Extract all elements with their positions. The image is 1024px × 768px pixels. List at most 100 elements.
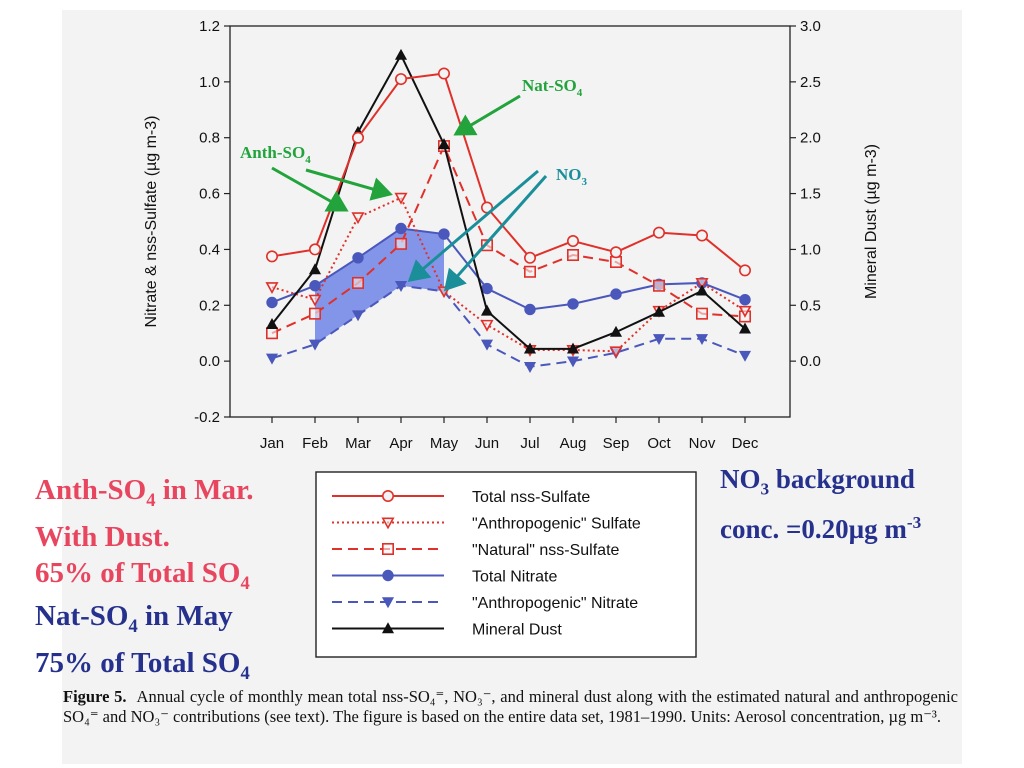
data-point	[523, 265, 536, 278]
data-point	[308, 263, 322, 275]
data-point	[695, 277, 709, 290]
data-point	[352, 252, 364, 264]
legend: Total nss-Sulfate "Anthropogenic" Sulfate…	[315, 471, 697, 658]
data-point	[308, 307, 321, 320]
legend-label: "Natural" nss-Sulfate	[472, 542, 620, 559]
data-point	[351, 131, 364, 144]
left-tick-label: 1.2	[199, 18, 220, 35]
note-anth-line2: With Dust.	[35, 520, 170, 553]
data-point	[609, 246, 622, 259]
x-tick-label: May	[430, 435, 459, 452]
chart: -0.2 0.0 0.2 0.4 0.6 0.8 1.0 1.2 0.0 0.5 1.0 1.5 2.0…	[143, 18, 880, 658]
arrow-anth-so4-1	[271, 166, 349, 212]
right-tick-label: 1.5	[800, 186, 821, 203]
label-nat-so4: Nat-SO4	[522, 76, 583, 99]
x-tick-label: Sep	[603, 435, 630, 452]
data-point	[265, 318, 279, 329]
data-point	[610, 288, 622, 300]
data-point	[265, 282, 279, 294]
series-line	[271, 72, 746, 272]
legend-label: Mineral Dust	[472, 622, 562, 639]
data-point	[308, 339, 322, 351]
data-point	[566, 235, 579, 248]
note-anth-so4-march: Anth-SO4 in Mar. With Dust. 65% of Total…	[35, 472, 254, 602]
data-point	[609, 255, 622, 268]
label-no3: NO3	[556, 165, 588, 188]
data-point	[695, 334, 709, 346]
data-point	[738, 264, 751, 277]
x-tick-label: Dec	[732, 435, 759, 452]
arrow-no3-1	[407, 169, 539, 282]
legend-label: "Anthropogenic" Sulfate	[472, 516, 641, 533]
legend-label: "Anthropogenic" Nitrate	[472, 595, 638, 612]
x-tick-label: Jan	[260, 435, 284, 452]
label-nat-so4-sub: 4	[577, 87, 583, 99]
arrow-nat-so4	[453, 94, 521, 136]
right-tick-label: 0.5	[800, 297, 821, 314]
label-anth-so4: Anth-SO4	[240, 143, 311, 166]
x-tick-label: Oct	[647, 435, 671, 452]
y-axis-label-right: Mineral Dust (µg m-3)	[863, 144, 880, 299]
left-tick-label: 0.2	[199, 297, 220, 314]
left-tick-label: -0.2	[194, 409, 220, 426]
data-point	[523, 362, 537, 373]
legend-box	[315, 471, 697, 658]
data-point	[566, 356, 580, 368]
data-point	[609, 346, 623, 359]
data-point	[438, 228, 450, 240]
series-group	[265, 48, 752, 373]
data-point	[351, 276, 364, 289]
data-point	[695, 307, 708, 320]
data-point	[524, 303, 536, 316]
data-point	[394, 48, 408, 60]
x-tick-label: Nov	[689, 435, 716, 452]
left-tick-label: 0.6	[199, 186, 220, 203]
note-no3-background: NO3 background conc. =0.20µg m-3	[720, 462, 921, 546]
legend-item: Total Nitrate	[332, 569, 557, 586]
data-point	[308, 294, 322, 307]
series-line	[271, 196, 746, 353]
data-point	[523, 342, 537, 354]
note-anth-line1: Anth-SO4 in Mar.	[35, 474, 254, 511]
data-point	[480, 339, 494, 351]
legend-item: "Natural" nss-Sulfate	[332, 542, 620, 559]
right-tick-label: 0.0	[800, 353, 821, 370]
data-point	[695, 284, 709, 296]
label-no3-sub: 3	[582, 176, 588, 188]
arrow-anth-so4-2	[305, 168, 393, 201]
right-tick-label: 2.0	[800, 130, 821, 147]
data-point	[695, 229, 708, 242]
x-tick-label: Jun	[475, 435, 499, 452]
legend-item: Mineral Dust	[332, 622, 562, 639]
annotation-group: Nat-SO4 Anth-SO4 NO3	[240, 76, 588, 292]
data-point	[480, 304, 494, 316]
legend-marker	[381, 489, 394, 502]
data-point	[394, 237, 407, 250]
plot-frame	[229, 25, 791, 418]
legend-item: "Anthropogenic" Nitrate	[332, 595, 638, 612]
data-point	[738, 305, 752, 318]
data-point	[265, 250, 278, 263]
figure-caption: Figure 5. Annual cycle of monthly mean to…	[63, 687, 958, 727]
x-tick-label: Jul	[520, 435, 539, 452]
legend-marker	[381, 622, 395, 634]
shaded-area-group	[315, 228, 444, 345]
data-point	[351, 310, 365, 322]
data-point	[738, 322, 752, 334]
data-point	[309, 280, 321, 292]
left-tick-label: 0.8	[199, 130, 220, 147]
data-point	[652, 334, 666, 346]
data-point	[394, 73, 407, 86]
right-tick-label: 1.0	[800, 241, 821, 258]
legend-marker	[381, 517, 395, 530]
data-point	[395, 222, 407, 235]
series-0	[265, 67, 751, 277]
axes-group: -0.2 0.0 0.2 0.4 0.6 0.8 1.0 1.2 0.0 0.5 1.0 1.5 2.0…	[143, 18, 880, 452]
series-line	[271, 227, 746, 311]
data-point	[566, 342, 580, 354]
caption-text: Annual cycle of monthly mean total nss-S…	[63, 687, 958, 726]
left-tick-label: 0.4	[199, 241, 220, 258]
series-line	[271, 284, 746, 368]
note-nat-so4-may: Nat-SO4 in May 75% of Total SO4	[35, 598, 250, 692]
data-point	[480, 239, 493, 252]
